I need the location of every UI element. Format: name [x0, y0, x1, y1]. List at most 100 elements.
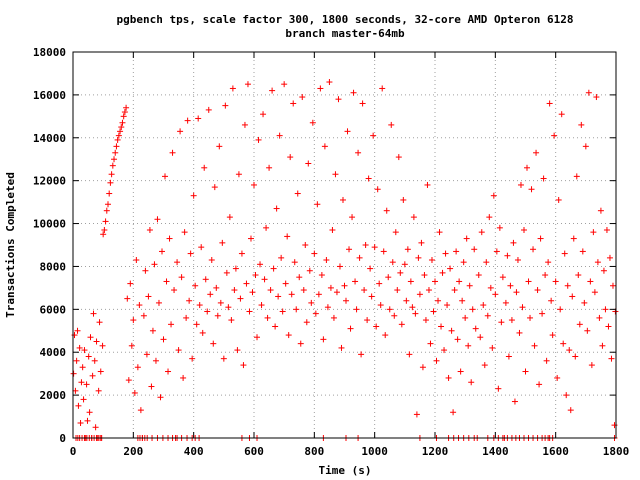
data-point [192, 282, 199, 289]
data-point [527, 314, 534, 321]
data-point [140, 312, 147, 319]
data-point [573, 173, 580, 180]
data-point [407, 278, 414, 285]
data-point [465, 342, 472, 349]
data-point [109, 162, 116, 169]
data-point [524, 164, 531, 171]
data-point [89, 372, 96, 379]
data-point [395, 154, 402, 161]
data-point [516, 329, 523, 336]
data-point [430, 308, 437, 315]
data-point [207, 291, 214, 298]
data-point [504, 252, 511, 259]
data-point [282, 280, 289, 287]
data-point [199, 329, 206, 336]
data-point [152, 357, 159, 364]
x-tick-label: 400 [184, 445, 204, 458]
x-tick-label: 1400 [482, 445, 509, 458]
data-point [257, 261, 264, 268]
data-point [228, 317, 235, 324]
data-point [450, 409, 457, 416]
y-tick-label: 16000 [33, 89, 66, 102]
data-point [576, 321, 583, 328]
data-point [505, 353, 512, 360]
data-point [566, 347, 573, 354]
data-point [266, 164, 273, 171]
data-point [275, 293, 282, 300]
data-point [123, 104, 130, 111]
data-point [457, 368, 464, 375]
data-point [143, 351, 150, 358]
data-point [379, 85, 386, 92]
y-tick-label: 14000 [33, 132, 66, 145]
data-point [243, 280, 250, 287]
data-point [234, 347, 241, 354]
data-point [297, 340, 304, 347]
data-point [165, 368, 172, 375]
data-point [102, 218, 109, 225]
data-point [155, 299, 162, 306]
data-point [394, 287, 401, 294]
data-point [578, 121, 585, 128]
data-point [142, 267, 149, 274]
data-point [260, 111, 267, 118]
data-point [133, 257, 140, 264]
data-point [311, 250, 318, 257]
data-point [412, 310, 419, 317]
data-point [361, 287, 368, 294]
data-point [413, 411, 420, 418]
data-point [585, 89, 592, 96]
data-point [588, 362, 595, 369]
data-point [314, 201, 321, 208]
data-point [463, 235, 470, 242]
data-point [341, 282, 348, 289]
data-point [151, 261, 158, 268]
data-point [338, 344, 345, 351]
data-point [225, 304, 232, 311]
data-point [273, 205, 280, 212]
data-point [492, 291, 499, 298]
data-point [466, 282, 473, 289]
data-point [347, 325, 354, 332]
data-point [120, 113, 127, 120]
data-point [73, 357, 80, 364]
data-point [597, 207, 604, 214]
data-point [432, 278, 438, 285]
data-point [508, 317, 515, 324]
data-point [186, 297, 193, 304]
plot-frame [72, 51, 617, 439]
data-point [425, 287, 432, 294]
data-point [174, 259, 181, 266]
data-point [106, 190, 113, 197]
data-point [481, 362, 488, 369]
data-point [252, 272, 259, 279]
data-point [327, 284, 334, 291]
data-point [484, 312, 491, 319]
data-point [582, 143, 589, 150]
data-point [285, 332, 292, 339]
data-point [303, 319, 310, 326]
data-point [249, 289, 256, 296]
data-point [596, 314, 603, 321]
data-point [269, 87, 276, 94]
data-point [447, 265, 454, 272]
data-point [555, 196, 562, 203]
data-point [175, 347, 182, 354]
data-point [507, 282, 514, 289]
data-point [373, 323, 380, 330]
data-point [154, 216, 161, 223]
data-point [594, 259, 601, 266]
data-point [392, 229, 399, 236]
data-point [131, 389, 138, 396]
data-point [557, 306, 564, 313]
data-point [226, 214, 233, 221]
y-tick-label: 8000 [40, 260, 67, 273]
data-point [355, 149, 362, 156]
data-point [558, 111, 565, 118]
data-point [241, 121, 248, 128]
data-point [237, 295, 244, 302]
data-point [195, 115, 202, 122]
data-point [502, 299, 509, 306]
data-point [261, 276, 268, 283]
